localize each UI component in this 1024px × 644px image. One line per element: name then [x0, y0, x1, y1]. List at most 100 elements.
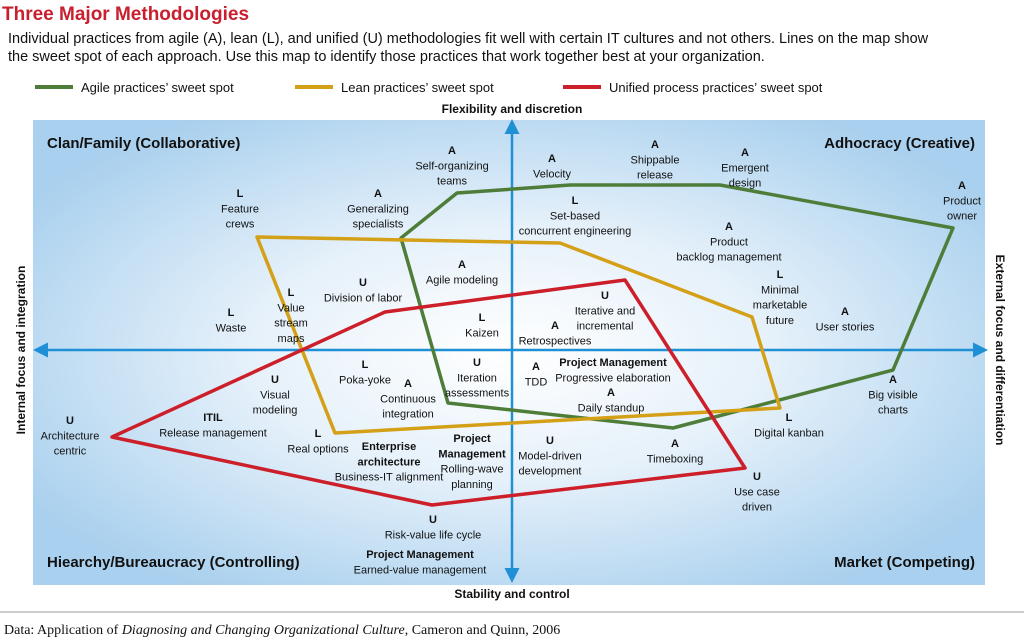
practice: A Velocity	[533, 153, 571, 180]
practice-code: U	[66, 415, 74, 427]
practice: U Architecture centric	[41, 415, 100, 458]
practice-label: Risk-value life cycle	[385, 529, 482, 541]
practice-label: Daily standup	[578, 402, 645, 414]
practice: L Feature crews	[221, 188, 259, 231]
practice-label: crews	[226, 219, 255, 231]
practice: L Poka-yoke	[339, 359, 391, 386]
practice-label: Product	[943, 195, 981, 207]
practice-label: design	[729, 178, 761, 190]
practice-label: Set-based	[550, 210, 600, 222]
quadrant-label: Hiearchy/Bureaucracy (Controlling)	[47, 554, 300, 571]
practice-label: Digital kanban	[754, 427, 824, 439]
practice-label: Architecture	[41, 430, 100, 442]
practice-label: Generalizing	[347, 203, 409, 215]
practice-label: Minimal	[761, 284, 799, 296]
practice-label: TDD	[525, 376, 548, 388]
practice-label: backlog management	[676, 252, 781, 264]
practice-label: centric	[54, 446, 87, 458]
practice-label: Retrospectives	[519, 335, 592, 347]
quadrant-label: Market (Competing)	[834, 554, 975, 571]
practice-label: Model-driven	[518, 450, 582, 462]
quadrant-label: Adhocracy (Creative)	[824, 135, 975, 152]
source-work: Diagnosing and Changing Organizational C…	[121, 623, 405, 638]
practice-label: Waste	[216, 322, 247, 334]
axis-label: Internal focus and integration	[14, 266, 28, 435]
practice: L Value stream maps	[274, 287, 308, 345]
practice: Project Management Earned-value managemen…	[354, 549, 487, 576]
source-text: Data: Application of	[4, 623, 122, 638]
practice-code: A	[374, 188, 382, 200]
practice: L Digital kanban	[754, 412, 824, 439]
legend-label: Lean practices’ sweet spot	[341, 80, 494, 95]
practice-code: A	[548, 153, 556, 165]
practice-code: L	[572, 195, 579, 207]
practice: U Division of labor	[324, 277, 403, 304]
practice: L Set-based concurrent engineering	[519, 195, 632, 238]
practice-code: U	[473, 357, 481, 369]
axis-label: Stability and control	[454, 587, 569, 601]
practice-code: L	[288, 287, 295, 299]
practice-code: U	[271, 374, 279, 386]
practice-label: Iterative and	[575, 305, 636, 317]
practice-label: Feature	[221, 203, 259, 215]
practice-code: A	[551, 320, 559, 332]
practice-code: L	[479, 312, 486, 324]
practice: A Continuous integration	[380, 378, 436, 421]
practice: U Iterative and incremental	[575, 290, 636, 333]
practice-code: A	[725, 221, 733, 233]
practice-label: Agile modeling	[426, 274, 498, 286]
practice-label: Continuous	[380, 393, 436, 405]
practices: A Self-organizing teams A Velocity A Shippable…	[41, 139, 981, 576]
practice-label: Division of labor	[324, 292, 403, 304]
practice-label: Earned-value management	[354, 564, 487, 576]
practice-code: A	[889, 374, 897, 386]
title: Three Major Methodologies	[2, 4, 249, 25]
axis-label: External focus and differentiation	[993, 255, 1007, 446]
practice: A Retrospectives	[519, 320, 592, 347]
agile-sweet-spot	[399, 183, 955, 430]
practice: U Risk-value life cycle	[385, 514, 482, 541]
lean-sweet-spot	[255, 235, 782, 435]
practice-label: Real options	[287, 443, 349, 455]
practice-label: Use case	[734, 486, 780, 498]
practice-label: driven	[742, 502, 772, 514]
practice: L Real options	[287, 428, 349, 455]
practice-label: charts	[878, 405, 908, 417]
practice-code: U	[753, 471, 761, 483]
description: Individual practices from agile (A), lea…	[8, 31, 929, 47]
practice-heading: ITIL	[203, 412, 223, 424]
practice-label: User stories	[816, 321, 875, 333]
practice-label: Kaizen	[465, 327, 499, 339]
axis-label: Flexibility and discretion	[442, 102, 583, 116]
practice-label: concurrent engineering	[519, 226, 632, 238]
practice-label: Velocity	[533, 168, 571, 180]
practice-label: Business-IT alignment	[335, 472, 444, 484]
practice: U Model-driven development	[518, 435, 582, 478]
practice-label: Value	[277, 302, 304, 314]
practice-label: Timeboxing	[647, 453, 703, 465]
practice-label: Progressive elaboration	[555, 372, 671, 384]
practice-label: assessments	[445, 388, 510, 400]
practice-label: owner	[947, 211, 977, 223]
practice-code: A	[958, 180, 966, 192]
practice: A Big visible charts	[868, 374, 918, 417]
practice-code: L	[362, 359, 369, 371]
practice-label: Self-organizing	[415, 160, 488, 172]
practice-code: A	[651, 139, 659, 151]
practice: A Shippable release	[631, 139, 680, 182]
practice: U Use case driven	[734, 471, 780, 514]
practice-label: Release management	[159, 427, 267, 439]
practice-label: Poka-yoke	[339, 374, 391, 386]
practice: A Generalizing specialists	[347, 188, 409, 231]
practice: A TDD	[525, 361, 548, 388]
practice: A Product owner	[943, 180, 981, 223]
practice-code: U	[429, 514, 437, 526]
practice-heading: Project Management	[366, 549, 474, 561]
practice-heading: Project Management	[559, 357, 667, 369]
practice-label: future	[766, 315, 794, 327]
quadrant-label: Clan/Family (Collaborative)	[47, 135, 240, 152]
practice-code: L	[237, 188, 244, 200]
practice-label: Emergent	[721, 162, 769, 174]
